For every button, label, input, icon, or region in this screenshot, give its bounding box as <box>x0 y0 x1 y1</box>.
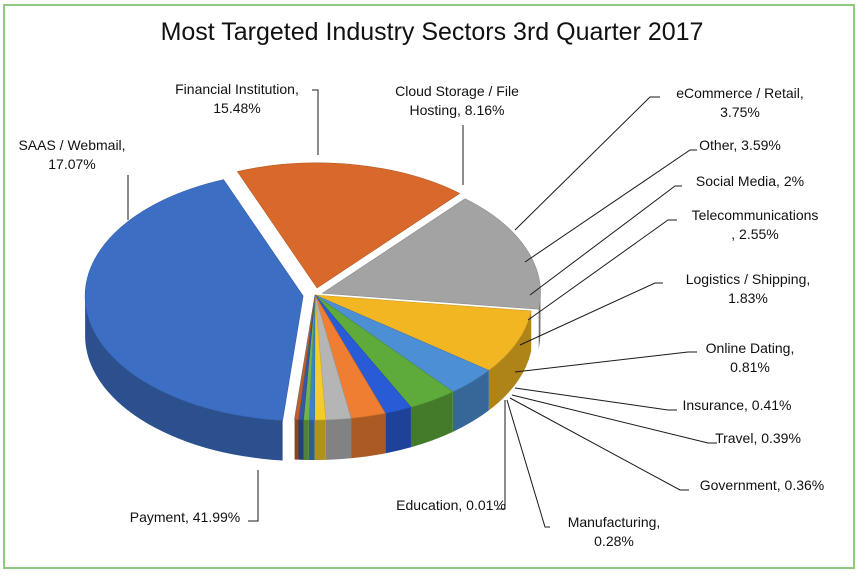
pie-side-online-dating <box>314 419 326 460</box>
pie-slice-payment <box>84 179 304 421</box>
data-label-saas-webmail: SAAS / Webmail, 17.07% <box>18 137 125 172</box>
pie-side-payment <box>85 296 283 461</box>
pie-slice-cloud-storage-file-hosting <box>314 294 532 371</box>
leader-line-education <box>497 400 506 510</box>
data-label-travel: Travel, 0.39% <box>715 430 801 446</box>
data-label-telecommunications: Telecommunications, 2.55% <box>692 207 819 242</box>
pie-side-government <box>298 419 304 460</box>
leader-line-other <box>524 149 697 263</box>
data-label-ecommerce-retail: eCommerce / Retail, 3.75% <box>676 85 804 120</box>
pie-side-insurance <box>308 419 315 460</box>
leader-line-government <box>509 397 689 491</box>
leader-line-telecommunications <box>527 219 677 321</box>
leader-line-online-dating <box>514 351 697 373</box>
pie-side-cloud-storage-file-hosting <box>488 310 532 411</box>
pie-side-travel <box>303 419 309 460</box>
leader-line-social-media <box>529 185 682 296</box>
chart-title: Most Targeted Industry Sectors 3rd Quart… <box>160 18 704 46</box>
data-label-insurance: Insurance, 0.41% <box>683 397 792 413</box>
leader-line-payment <box>248 470 259 522</box>
leader-line-insurance <box>514 387 677 411</box>
data-label-payment: Payment, 41.99% <box>130 509 241 525</box>
pie-slice-saas-webmail <box>236 162 461 289</box>
data-label-financial-institution: Financial Institution, 15.48% <box>175 81 299 116</box>
leader-line-travel <box>511 394 717 444</box>
data-label-education: Education, 0.01% <box>396 497 506 513</box>
leader-line-ecommerce-retail <box>514 96 660 231</box>
data-label-logistics-shipping: Logistics / Shipping, 1.83% <box>686 271 811 306</box>
leader-line-manufacturing <box>506 399 550 528</box>
data-label-cloud-storage-file-hosting: Cloud Storage / File Hosting, 8.16% <box>395 83 519 118</box>
pie-side-logistics-shipping <box>325 418 352 460</box>
data-label-other: Other, 3.59% <box>699 137 781 153</box>
pie-side-other <box>410 391 453 448</box>
pie-side-manufacturing <box>294 419 299 460</box>
pie-slice-financial-institution <box>321 198 541 310</box>
data-label-online-dating: Online Dating, 0.81% <box>706 340 795 375</box>
data-label-manufacturing: Manufacturing, 0.28% <box>568 514 661 549</box>
leader-line-financial-institution <box>312 89 319 155</box>
leader-line-logistics-shipping <box>519 282 663 346</box>
data-label-government: Government, 0.36% <box>700 477 825 493</box>
pie-side-telecommunications <box>351 413 386 459</box>
pie-side-social-media <box>385 407 411 454</box>
pie-slice-education <box>294 294 316 420</box>
data-label-social-media: Social Media, 2% <box>696 173 804 189</box>
pie-side-ecommerce-retail <box>452 370 489 432</box>
